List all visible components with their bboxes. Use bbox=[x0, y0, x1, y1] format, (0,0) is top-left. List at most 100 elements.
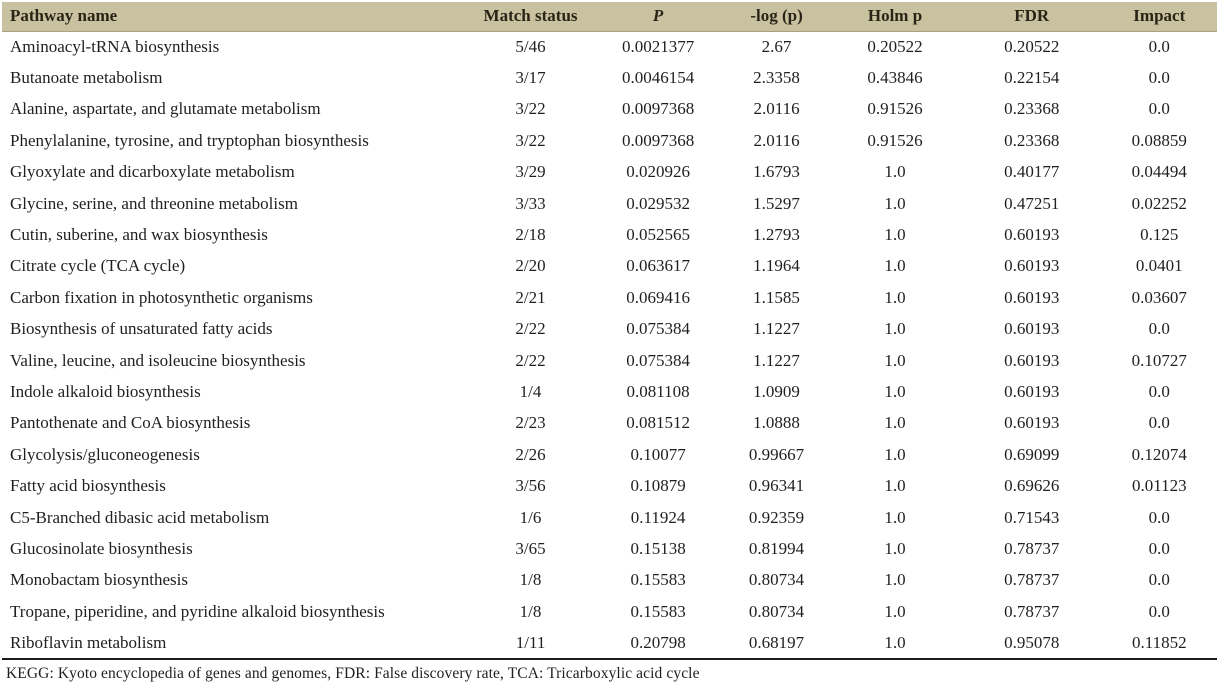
table-cell-neg-log-p: 1.1964 bbox=[753, 256, 800, 276]
table-row: Pantothenate and CoA biosynthesis 2/23 0.0… bbox=[2, 408, 1217, 439]
table-cell-holm-p: 1.0 bbox=[884, 193, 906, 213]
table-row: Glucosinolate biosynthesis 3/65 0.15138 0.8… bbox=[2, 533, 1217, 564]
table-cell-pathway-name: Glycine, serine, and threonine metabolis… bbox=[10, 193, 298, 213]
table-cell-impact: 0.0 bbox=[1148, 413, 1170, 433]
table-cell-neg-log-p: 2.0116 bbox=[753, 99, 800, 119]
table-cell-pathway-name: Aminoacyl-tRNA biosynthesis bbox=[10, 36, 220, 56]
table-cell-p-value: 0.081512 bbox=[626, 413, 690, 433]
table-row: Glycolysis/gluconeogenesis 2/26 0.10077 0.9… bbox=[2, 439, 1217, 470]
table-cell-p-value: 0.0046154 bbox=[621, 68, 695, 88]
table-cell-match-status: 1/8 bbox=[519, 601, 542, 621]
table-cell-pathway-name: Indole alkaloid biosynthesis bbox=[10, 381, 201, 401]
table-cell-fdr: 0.60193 bbox=[1004, 256, 1060, 276]
table-cell-fdr: 0.47251 bbox=[1004, 193, 1060, 213]
table-header: Pathway name Match status P -log (p) Hol… bbox=[2, 2, 1217, 32]
table-cell-pathway-name: Glycolysis/gluconeogenesis bbox=[10, 444, 200, 464]
table-cell-pathway-name: Cutin, suberine, and wax biosynthesis bbox=[10, 225, 268, 245]
table-cell-pathway-name: Glyoxylate and dicarboxylate metabolism bbox=[10, 162, 295, 182]
table-row: Aminoacyl-tRNA biosynthesis 5/46 0.0021377… bbox=[2, 31, 1217, 62]
table-cell-match-status: 2/23 bbox=[515, 413, 546, 433]
table-cell-match-status: 2/20 bbox=[515, 256, 546, 276]
table-cell-fdr: 0.60193 bbox=[1004, 381, 1060, 401]
table-row: Glycine, serine, and threonine metabolis… bbox=[2, 188, 1217, 219]
table-cell-fdr: 0.69626 bbox=[1004, 476, 1060, 496]
table-cell-match-status: 3/33 bbox=[515, 193, 546, 213]
column-header-p-value: P bbox=[591, 2, 725, 32]
table-cell-neg-log-p: 0.96341 bbox=[748, 476, 805, 496]
table-cell-neg-log-p: 1.6793 bbox=[753, 162, 800, 182]
table-cell-impact: 0.02252 bbox=[1131, 193, 1187, 213]
table-cell-fdr: 0.60193 bbox=[1004, 350, 1060, 370]
table-cell-p-value: 0.20798 bbox=[591, 627, 725, 660]
table-cell-impact: 0.0401 bbox=[1135, 256, 1183, 276]
table-cell-fdr: 0.71543 bbox=[1004, 507, 1060, 527]
table-cell-impact: 0.0 bbox=[1148, 99, 1170, 119]
table-cell-pathway-name: Riboflavin metabolism bbox=[2, 627, 470, 660]
table-cell-impact: 0.10727 bbox=[1131, 350, 1187, 370]
table-cell-fdr: 0.78737 bbox=[1004, 538, 1060, 558]
table-cell-neg-log-p: 1.0888 bbox=[753, 413, 800, 433]
table-cell-impact: 0.04494 bbox=[1131, 162, 1187, 182]
table-cell-holm-p: 1.0 bbox=[828, 627, 962, 660]
table-cell-fdr: 0.22154 bbox=[1004, 68, 1060, 88]
table-cell-match-status: 1/11 bbox=[469, 627, 592, 660]
table-cell-match-status: 2/26 bbox=[515, 444, 546, 464]
table-cell-fdr: 0.95078 bbox=[961, 627, 1102, 660]
table-cell-p-value: 0.081108 bbox=[626, 381, 690, 401]
table-cell-holm-p: 1.0 bbox=[884, 319, 906, 339]
table-cell-holm-p: 0.91526 bbox=[867, 130, 923, 150]
table-cell-p-value: 0.0097368 bbox=[621, 99, 695, 119]
table-cell-impact: 0.0 bbox=[1148, 507, 1170, 527]
table-cell-impact: 0.12074 bbox=[1131, 444, 1187, 464]
table-cell-impact: 0.0 bbox=[1148, 68, 1170, 88]
table-cell-impact: 0.125 bbox=[1140, 225, 1179, 245]
table-cell-neg-log-p: 0.80734 bbox=[748, 570, 805, 590]
table-row: Phenylalanine, tyrosine, and tryptophan … bbox=[2, 125, 1217, 156]
table-header-row: Pathway name Match status P -log (p) Hol… bbox=[2, 2, 1217, 32]
table-cell-fdr: 0.40177 bbox=[1004, 162, 1060, 182]
table-cell-neg-log-p: 0.68197 bbox=[724, 627, 829, 660]
table-cell-neg-log-p: 1.1227 bbox=[753, 319, 800, 339]
column-header-pathway-name: Pathway name bbox=[2, 2, 470, 32]
table-cell-impact: 0.08859 bbox=[1131, 130, 1187, 150]
table-cell-neg-log-p: 0.99667 bbox=[748, 444, 805, 464]
table-row: Cutin, suberine, and wax biosynthesis 2/1… bbox=[2, 219, 1217, 250]
table-row: Biosynthesis of unsaturated fatty acids 2… bbox=[2, 314, 1217, 345]
table-cell-p-value: 0.075384 bbox=[626, 319, 690, 339]
table-footnote: KEGG: Kyoto encyclopedia of genes and ge… bbox=[6, 664, 700, 682]
table-cell-holm-p: 1.0 bbox=[884, 256, 906, 276]
table-cell-impact: 0.0 bbox=[1148, 601, 1170, 621]
table-cell-match-status: 3/65 bbox=[515, 538, 546, 558]
table-cell-fdr: 0.78737 bbox=[1004, 570, 1060, 590]
table-cell-holm-p: 0.43846 bbox=[867, 68, 923, 88]
table-cell-match-status: 1/4 bbox=[519, 381, 542, 401]
table-cell-pathway-name: Valine, leucine, and isoleucine biosynth… bbox=[10, 350, 306, 370]
table-cell-p-value: 0.020926 bbox=[626, 162, 690, 182]
table-cell-pathway-name: Citrate cycle (TCA cycle) bbox=[10, 256, 186, 276]
table-cell-neg-log-p: 0.80734 bbox=[748, 601, 805, 621]
column-header-fdr: FDR bbox=[961, 2, 1102, 32]
table-cell-holm-p: 1.0 bbox=[884, 476, 906, 496]
table-cell-pathway-name: Phenylalanine, tyrosine, and tryptophan … bbox=[10, 130, 369, 150]
column-header-holm-p: Holm p bbox=[828, 2, 962, 32]
column-header-match-status: Match status bbox=[469, 2, 592, 32]
table-cell-fdr: 0.60193 bbox=[1004, 225, 1060, 245]
table-cell-p-value: 0.069416 bbox=[626, 287, 690, 307]
table-cell-pathway-name: Alanine, aspartate, and glutamate metabo… bbox=[10, 99, 321, 119]
table-cell-holm-p: 1.0 bbox=[884, 287, 906, 307]
table-row: Valine, leucine, and isoleucine biosynth… bbox=[2, 345, 1217, 376]
table-cell-holm-p: 1.0 bbox=[884, 381, 906, 401]
table-cell-neg-log-p: 2.0116 bbox=[753, 130, 800, 150]
table-row: Fatty acid biosynthesis 3/56 0.10879 0.9634… bbox=[2, 470, 1217, 501]
table-row: Indole alkaloid biosynthesis 1/4 0.081108 1… bbox=[2, 376, 1217, 407]
column-header-neg-log-p: -log (p) bbox=[724, 2, 829, 32]
table-cell-p-value: 0.063617 bbox=[626, 256, 690, 276]
table-cell-neg-log-p: 1.2793 bbox=[753, 225, 800, 245]
table-cell-holm-p: 1.0 bbox=[884, 225, 906, 245]
table-cell-holm-p: 1.0 bbox=[884, 570, 906, 590]
table-cell-p-value: 0.10077 bbox=[630, 444, 686, 464]
table-cell-holm-p: 1.0 bbox=[884, 507, 906, 527]
table-cell-holm-p: 1.0 bbox=[884, 601, 906, 621]
table-cell-pathway-name: Glucosinolate biosynthesis bbox=[10, 538, 193, 558]
